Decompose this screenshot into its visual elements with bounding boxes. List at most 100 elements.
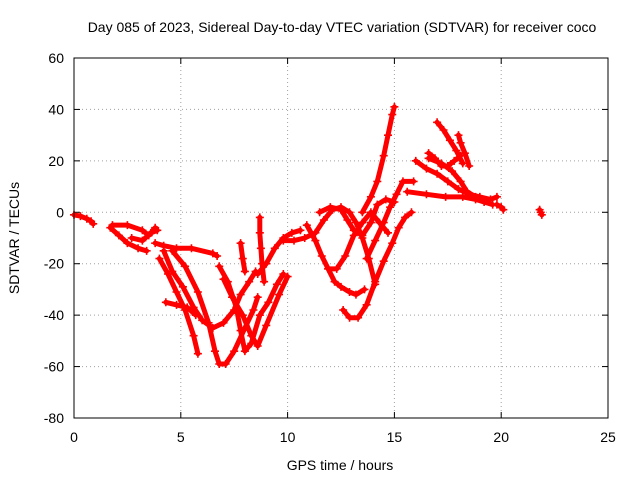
- data-point: [168, 267, 177, 276]
- data-point: [287, 228, 296, 237]
- y-tick-label: 0: [56, 204, 64, 220]
- data-point: [240, 347, 249, 356]
- series-track-d: [127, 226, 162, 245]
- data-point: [89, 219, 98, 228]
- data-point: [332, 264, 341, 273]
- data-point: [238, 254, 247, 263]
- data-point: [492, 200, 501, 209]
- series-line: [340, 209, 414, 321]
- series-track-i: [161, 298, 200, 320]
- data-point: [114, 231, 123, 240]
- data-point: [283, 272, 292, 281]
- data-point: [255, 213, 264, 222]
- data-point: [236, 326, 245, 335]
- data-point: [302, 221, 311, 230]
- series-track-ac: [535, 205, 546, 219]
- data-point: [228, 293, 237, 302]
- data-point: [76, 212, 85, 221]
- series-track-ab: [492, 200, 508, 214]
- data-point: [354, 313, 363, 322]
- data-point: [146, 228, 155, 237]
- y-tick-label: -20: [44, 256, 64, 272]
- data-point: [492, 192, 501, 201]
- series-track-z: [433, 118, 467, 168]
- data-point: [256, 244, 265, 253]
- data-point: [358, 231, 367, 240]
- data-point: [213, 252, 222, 260]
- data-point: [422, 164, 431, 173]
- series-line: [221, 274, 291, 349]
- x-tick-label: 25: [600, 429, 616, 445]
- data-point: [388, 110, 397, 119]
- data-point: [279, 270, 288, 278]
- data-point: [210, 347, 219, 356]
- data-point: [454, 185, 463, 194]
- data-point: [394, 223, 403, 232]
- data-point: [341, 252, 350, 260]
- data-point: [151, 239, 160, 248]
- data-point: [458, 192, 467, 201]
- y-tick-label: 20: [48, 153, 64, 169]
- data-point: [249, 306, 258, 314]
- data-point: [448, 167, 457, 176]
- data-point: [324, 264, 333, 273]
- data-point: [159, 246, 168, 255]
- data-point: [155, 254, 164, 263]
- data-point: [123, 221, 132, 230]
- series-track-f: [155, 254, 202, 358]
- data-point: [345, 313, 354, 322]
- data-point: [388, 239, 397, 248]
- data-point: [127, 234, 136, 242]
- data-point: [351, 290, 360, 299]
- axis-ticks: 0 5 10 15 20 25 -80 -60 -40 -20 0 20 40 60: [44, 50, 616, 445]
- series-track-t: [358, 102, 399, 217]
- data-point: [208, 249, 217, 258]
- data-point: [362, 254, 371, 263]
- data-point: [445, 136, 454, 145]
- data-point: [123, 239, 132, 248]
- data-point: [253, 342, 262, 350]
- series-line: [456, 132, 472, 169]
- data-point: [247, 331, 256, 340]
- data-point: [153, 226, 162, 235]
- series-track-e: [151, 239, 222, 260]
- data-point: [82, 214, 91, 223]
- data-point: [262, 321, 271, 330]
- data-point: [439, 126, 448, 134]
- data-point: [430, 154, 439, 163]
- data-point: [458, 159, 467, 168]
- data-point: [264, 298, 273, 307]
- series-track-aa: [454, 131, 474, 170]
- data-point: [240, 267, 249, 276]
- data-point: [362, 300, 371, 309]
- data-point: [411, 156, 420, 165]
- data-point: [433, 169, 442, 178]
- data-point: [358, 218, 367, 227]
- data-point: [337, 282, 345, 291]
- series-track-q: [315, 195, 399, 240]
- data-point: [456, 138, 465, 147]
- data-point: [422, 190, 431, 199]
- x-axis-label: GPS time / hours: [287, 457, 394, 473]
- data-point: [172, 288, 181, 296]
- series-track-r: [324, 264, 369, 299]
- y-axis-label: SDTVAR / TECUs: [6, 182, 22, 294]
- data-point: [326, 203, 335, 212]
- series-track-v: [403, 187, 497, 209]
- series-line: [325, 266, 367, 298]
- data-point: [383, 228, 392, 237]
- data-point: [108, 221, 117, 230]
- data-point: [230, 347, 239, 356]
- y-tick-label: -60: [44, 359, 64, 375]
- data-point: [245, 277, 254, 286]
- data-point: [371, 277, 380, 286]
- data-point: [260, 277, 269, 286]
- data-point: [272, 280, 281, 289]
- data-point: [343, 216, 352, 224]
- data-point: [379, 151, 388, 160]
- data-point: [454, 131, 463, 140]
- data-point: [379, 257, 388, 266]
- x-tick-label: 15: [387, 429, 403, 445]
